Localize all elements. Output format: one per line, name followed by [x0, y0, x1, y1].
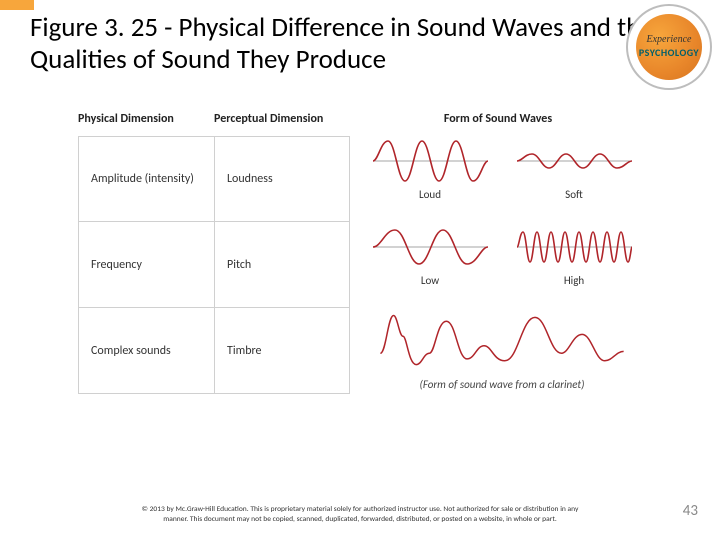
brand-logo: Experience PSYCHOLOGY: [626, 4, 712, 90]
logo-line2: PSYCHOLOGY: [628, 46, 710, 59]
wave-illustration-cell: Low High: [350, 222, 646, 308]
wave-label: Soft: [514, 188, 634, 201]
copyright-text: © 2013 by Mc.Graw-Hill Education. This i…: [130, 505, 590, 524]
table-row: Complex soundsTimbre (Form of sound wave …: [78, 308, 646, 394]
wave-box: Soft: [514, 136, 634, 201]
slide: Figure 3. 25 - Physical Difference in So…: [0, 0, 720, 540]
perceptual-dimension-cell: Pitch: [214, 222, 350, 308]
wave-illustration-cell: (Form of sound wave from a clarinet): [350, 308, 646, 394]
wave-illustration-cell: Loud Soft: [350, 136, 646, 222]
sound-wave-icon: [373, 136, 488, 186]
clarinet-wave-box: (Form of sound wave from a clarinet): [370, 308, 634, 391]
figure-table: Physical Dimension Perceptual Dimension …: [78, 112, 646, 394]
clarinet-caption: (Form of sound wave from a clarinet): [370, 378, 634, 391]
page-number: 43: [683, 502, 698, 520]
table-row: Amplitude (intensity)Loudness Loud Soft: [78, 136, 646, 222]
header-form: Form of Sound Waves: [350, 112, 646, 126]
table-row: FrequencyPitch Low High: [78, 222, 646, 308]
sound-wave-icon: [517, 136, 632, 186]
header-perceptual: Perceptual Dimension: [214, 112, 350, 126]
wave-label: Low: [370, 274, 490, 287]
sound-wave-icon: [517, 222, 632, 272]
wave-box: Loud: [370, 136, 490, 201]
header-physical: Physical Dimension: [78, 112, 214, 126]
sound-wave-icon: [373, 222, 488, 272]
table-body: Amplitude (intensity)Loudness Loud Soft Fre…: [78, 136, 646, 394]
physical-dimension-cell: Frequency: [78, 222, 214, 308]
wave-box: Low: [370, 222, 490, 287]
perceptual-dimension-cell: Loudness: [214, 136, 350, 222]
accent-bar: [0, 0, 34, 10]
physical-dimension-cell: Complex sounds: [78, 308, 214, 394]
logo-line1: Experience: [628, 34, 710, 45]
wave-label: High: [514, 274, 634, 287]
wave-label: Loud: [370, 188, 490, 201]
clarinet-wave-icon: [373, 308, 631, 374]
physical-dimension-cell: Amplitude (intensity): [78, 136, 214, 222]
column-headers: Physical Dimension Perceptual Dimension …: [78, 112, 646, 126]
wave-box: High: [514, 222, 634, 287]
perceptual-dimension-cell: Timbre: [214, 308, 350, 394]
figure-title: Figure 3. 25 - Physical Difference in So…: [30, 12, 670, 77]
